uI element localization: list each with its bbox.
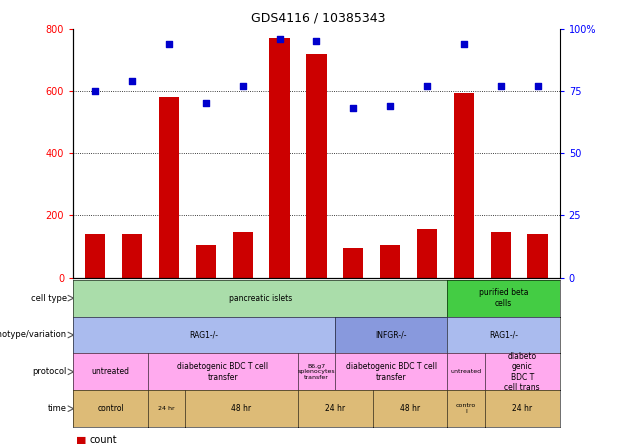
Text: protocol: protocol — [32, 367, 67, 377]
Bar — [490, 233, 511, 278]
Bar — [122, 234, 142, 278]
Text: untreated: untreated — [450, 369, 481, 374]
Bar — [527, 234, 548, 278]
Text: GDS4116 / 10385343: GDS4116 / 10385343 — [251, 11, 385, 24]
Text: purified beta
cells: purified beta cells — [479, 289, 529, 308]
Text: RAG1-/-: RAG1-/- — [489, 330, 518, 340]
Point — [238, 83, 248, 90]
Text: 48 hr: 48 hr — [400, 404, 420, 413]
Text: 48 hr: 48 hr — [232, 404, 252, 413]
Text: pancreatic islets: pancreatic islets — [229, 293, 292, 303]
Point — [459, 40, 469, 48]
Text: 24 hr: 24 hr — [512, 404, 532, 413]
Bar — [233, 233, 253, 278]
Point — [532, 83, 543, 90]
Text: B6.g7
splenocytes
transfer: B6.g7 splenocytes transfer — [298, 364, 335, 380]
Point — [127, 78, 137, 85]
Point — [312, 38, 321, 45]
Point — [385, 103, 395, 110]
Text: RAG1-/-: RAG1-/- — [190, 330, 219, 340]
Bar — [196, 245, 216, 278]
Bar — [417, 229, 437, 278]
Text: time: time — [48, 404, 67, 413]
Text: diabetogenic BDC T cell
transfer: diabetogenic BDC T cell transfer — [177, 362, 268, 381]
Bar — [453, 93, 474, 278]
Text: diabeto
genic
BDC T
cell trans: diabeto genic BDC T cell trans — [504, 352, 540, 392]
Text: control: control — [97, 404, 124, 413]
Bar — [343, 248, 363, 278]
Text: contro
l: contro l — [456, 403, 476, 414]
Point — [495, 83, 506, 90]
Bar — [159, 97, 179, 278]
Point — [201, 100, 211, 107]
Point — [348, 105, 358, 112]
Point — [164, 40, 174, 48]
Text: cell type: cell type — [31, 293, 67, 303]
Point — [90, 87, 100, 95]
Text: diabetogenic BDC T cell
transfer: diabetogenic BDC T cell transfer — [346, 362, 437, 381]
Bar — [380, 245, 400, 278]
Bar — [270, 38, 289, 278]
Bar — [307, 54, 326, 278]
Text: untreated: untreated — [92, 367, 130, 377]
Text: INFGR-/-: INFGR-/- — [375, 330, 407, 340]
Point — [275, 35, 285, 42]
Text: 24 hr: 24 hr — [325, 404, 345, 413]
Text: genotype/variation: genotype/variation — [0, 330, 67, 340]
Bar — [85, 234, 106, 278]
Text: count: count — [89, 436, 116, 444]
Text: ■: ■ — [76, 436, 87, 444]
Text: 24 hr: 24 hr — [158, 406, 175, 411]
Point — [422, 83, 432, 90]
